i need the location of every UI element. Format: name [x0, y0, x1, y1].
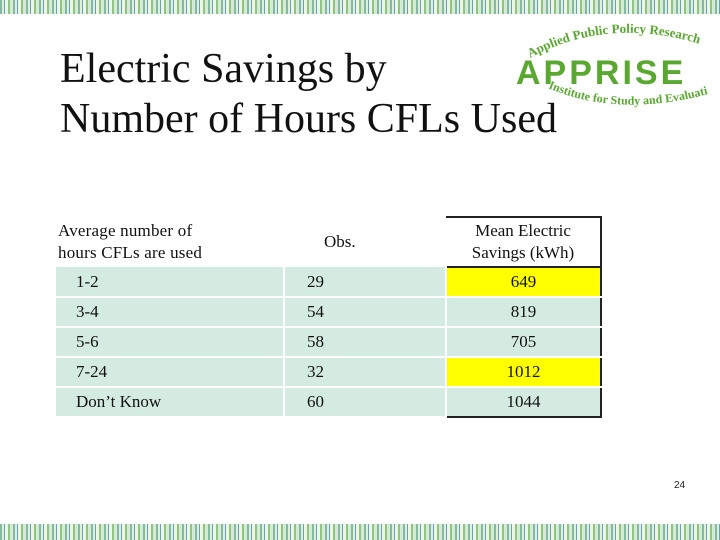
cell-savings: 649 [445, 266, 602, 298]
header-hours-line-1: Average number of [58, 221, 193, 240]
bottom-decorative-band [0, 524, 720, 540]
cell-obs: 58 [283, 327, 446, 358]
slide-title: Electric Savings by Number of Hours CFLs… [60, 44, 557, 144]
cell-hours: 5-6 [56, 327, 284, 358]
cell-savings: 1012 [445, 357, 602, 388]
header-hours-line-2: hours CFLs are used [58, 243, 203, 262]
cell-hours: 7-24 [56, 357, 284, 388]
header-savings: Mean Electric Savings (kWh) [446, 216, 602, 267]
cell-savings: 1044 [445, 387, 602, 418]
header-savings-line-2: Savings (kWh) [471, 243, 575, 262]
table-row: Don’t Know 60 1044 [56, 387, 602, 418]
apprise-logo: Applied Public Policy Research APPRISE I… [508, 14, 710, 108]
cell-savings: 705 [445, 327, 602, 358]
title-line-1: Electric Savings by [60, 46, 387, 92]
cell-obs: 29 [283, 267, 446, 298]
top-decorative-band [0, 0, 720, 14]
table-row: 7-24 32 1012 [56, 357, 602, 388]
cell-obs: 32 [283, 357, 446, 388]
header-savings-line-1: Mean Electric [475, 221, 571, 240]
table-row: 5-6 58 705 [56, 327, 602, 358]
savings-table: Average number of hours CFLs are used Ob… [56, 216, 602, 418]
header-obs: Obs. [284, 217, 446, 267]
cell-hours: 3-4 [56, 297, 284, 328]
cell-obs: 60 [283, 387, 446, 418]
cell-hours: Don’t Know [56, 387, 284, 418]
title-line-2: Number of Hours CFLs Used [60, 96, 557, 142]
page-number: 24 [674, 480, 686, 491]
header-hours: Average number of hours CFLs are used [56, 217, 284, 267]
cell-obs: 54 [283, 297, 446, 328]
cell-hours: 1-2 [56, 267, 284, 298]
cell-savings: 819 [445, 297, 602, 328]
table-header-row: Average number of hours CFLs are used Ob… [56, 216, 602, 267]
table-row: 3-4 54 819 [56, 297, 602, 328]
logo-main-text: APPRISE [516, 54, 686, 92]
table-row: 1-2 29 649 [56, 266, 602, 298]
